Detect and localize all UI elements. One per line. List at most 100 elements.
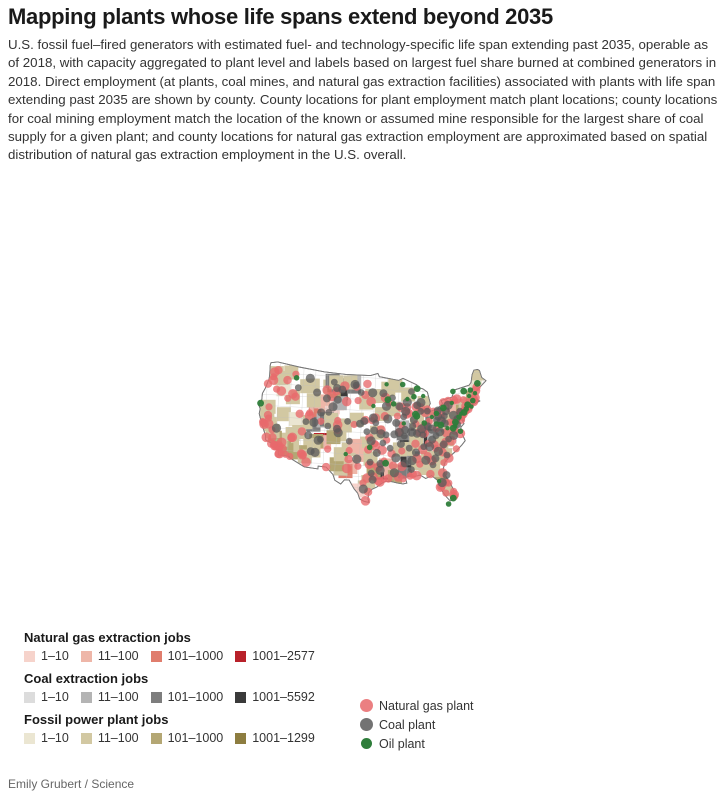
gas-plant-marker — [267, 439, 276, 448]
gas-plant-marker — [263, 379, 273, 388]
oil-plant-marker — [382, 459, 389, 467]
coal-plant-marker — [442, 471, 451, 480]
coal-plant-marker — [324, 422, 332, 430]
coal-plant-marker — [333, 395, 342, 404]
gas-plant-marker — [388, 461, 398, 470]
coal-plant-marker — [368, 388, 378, 398]
gas-plant-marker — [263, 419, 274, 429]
coal-plant-marker — [357, 389, 365, 396]
coal-plant-marker — [400, 459, 409, 468]
coal-legend-label: 101–1000 — [167, 690, 224, 704]
coal-plant-marker — [372, 448, 381, 457]
coal-legend-label: 1001–5592 — [252, 690, 315, 704]
coal-plant-marker — [392, 418, 401, 427]
coal-plant-marker — [420, 443, 428, 451]
coal-plant-marker — [428, 435, 437, 444]
coal-plant-marker — [302, 418, 310, 425]
coal-plant-marker — [345, 437, 353, 445]
oil-plant-marker — [449, 494, 457, 502]
gas-swatch-3 — [150, 650, 162, 662]
coal-plant-marker — [402, 397, 412, 407]
coal-swatch-2 — [80, 691, 92, 703]
plant-legend-label: 1001–1299 — [252, 731, 315, 745]
coal-plant-marker — [407, 456, 417, 466]
gas-legend-item: 1001–2577 — [235, 649, 315, 663]
gas-plant-marker — [344, 455, 353, 464]
gas-plant-marker — [354, 397, 362, 405]
coal-plant-marker — [421, 455, 431, 465]
oil-plant-marker — [452, 418, 459, 426]
coal-plant-marker — [304, 431, 313, 440]
oil-plant-marker — [439, 404, 447, 412]
gas-legend-item: 101–1000 — [150, 649, 224, 663]
coal-plant-marker — [370, 426, 379, 435]
gas-plant-marker — [451, 394, 462, 404]
figure-title: Mapping plants whose life spans extend b… — [8, 4, 553, 29]
plant-type-label: Natural gas plant — [379, 698, 474, 713]
coal-plant-marker — [271, 423, 282, 433]
coal-legend-item: 11–100 — [80, 690, 139, 704]
gas-plant-marker — [301, 457, 311, 467]
gas-plant-marker — [398, 447, 406, 455]
gas-plant-marker — [459, 396, 467, 404]
coal-plant-marker — [338, 385, 347, 394]
oil-plant-marker — [421, 420, 428, 426]
oil-plant-marker — [371, 403, 376, 409]
oil-plant-marker — [449, 400, 454, 406]
gas-plant-marker — [297, 427, 307, 436]
gas-legend-item: 1–10 — [24, 649, 69, 663]
oil-plant-marker — [405, 396, 410, 402]
gas-plant-marker — [321, 462, 331, 472]
coal-legend-label: 1–10 — [41, 690, 69, 704]
coal-plant-marker — [383, 414, 393, 424]
gas-plant-marker — [442, 489, 450, 497]
coal-plant-marker — [401, 425, 410, 434]
gas-legend-item: 11–100 — [80, 649, 139, 663]
coal-plant-marker — [344, 418, 351, 425]
oil-plant-marker — [411, 393, 417, 400]
gas-plant-marker — [324, 445, 332, 453]
figure-subtitle: U.S. fossil fuel–fired generators with e… — [8, 37, 718, 163]
gas-plant-marker — [416, 460, 424, 468]
oil-plant-marker — [457, 428, 464, 434]
coal-plant-marker — [325, 409, 333, 416]
plant-swatch-1 — [24, 732, 35, 744]
plant-type-coal: Coal plant — [360, 715, 474, 734]
gas-plant-marker — [334, 416, 342, 425]
coal-plant-marker — [389, 468, 399, 478]
gas-plant-marker — [445, 479, 453, 487]
image-credit: Emily Grubert / Science — [8, 777, 135, 791]
oil-plant-marker — [436, 479, 442, 484]
coal-legend-row: 1–10 11–100 101–1000 1001–5592 — [24, 689, 354, 705]
oil-plant-marker — [384, 396, 392, 404]
coal-plant-marker — [379, 389, 388, 398]
coal-plant-marker — [381, 401, 392, 411]
coal-plant-marker — [419, 431, 427, 439]
gas-plant-marker — [287, 432, 298, 443]
oil-plant-marker — [456, 414, 462, 420]
oil-plant-marker — [467, 387, 474, 393]
plant-legend-label: 11–100 — [97, 731, 139, 745]
gas-legend-label: 101–1000 — [167, 649, 224, 663]
coal-legend-item: 1–10 — [24, 690, 69, 704]
gas-legend-label: 1001–2577 — [252, 649, 315, 663]
coal-plant-marker — [411, 448, 420, 457]
gas-swatch-1 — [24, 650, 35, 662]
coal-legend-label: 11–100 — [97, 690, 139, 704]
oil-plant-marker — [384, 382, 389, 387]
gas-plant-marker — [441, 428, 452, 438]
gas-plant-marker — [296, 449, 306, 458]
gas-legend-title: Natural gas extraction jobs — [24, 630, 191, 645]
gas-plant-marker — [265, 403, 273, 411]
coal-plant-dot-icon — [360, 718, 373, 731]
plant-type-label: Oil plant — [379, 736, 425, 751]
us-plant-map — [257, 361, 487, 507]
oil-plant-marker — [390, 401, 397, 407]
coal-plant-marker — [352, 454, 362, 464]
plant-legend-item: 1–10 — [24, 731, 69, 745]
gas-plant-marker — [288, 389, 298, 399]
coal-plant-marker — [363, 428, 371, 435]
oil-plant-marker — [466, 393, 472, 399]
oil-plant-marker — [449, 424, 457, 432]
oil-plant-marker — [257, 399, 264, 407]
